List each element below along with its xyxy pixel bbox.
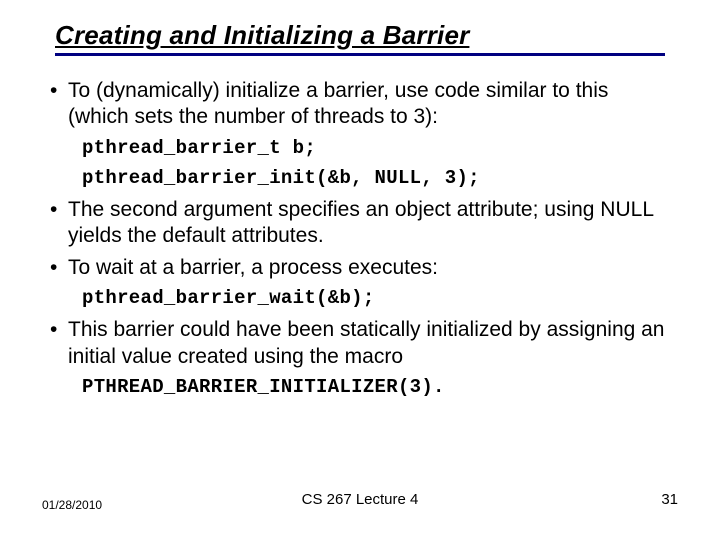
footer-center: CS 267 Lecture 4	[0, 491, 720, 508]
code-line: pthread_barrier_init(&b, NULL, 3);	[82, 167, 670, 189]
title-rule: Creating and Initializing a Barrier	[55, 20, 665, 56]
bullet-dot: •	[50, 255, 68, 281]
code-line: pthread_barrier_wait(&b);	[82, 287, 670, 309]
bullet-text: The second argument specifies an object …	[68, 197, 670, 250]
code-line: PTHREAD_BARRIER_INITIALIZER(3).	[82, 376, 670, 398]
footer-page-number: 31	[661, 491, 678, 508]
bullet-dot: •	[50, 78, 68, 104]
bullet-item: • To wait at a barrier, a process execut…	[50, 255, 670, 281]
bullet-item: • The second argument specifies an objec…	[50, 197, 670, 250]
bullet-item: • To (dynamically) initialize a barrier,…	[50, 78, 670, 131]
slide: Creating and Initializing a Barrier • To…	[0, 0, 720, 540]
bullet-text: To (dynamically) initialize a barrier, u…	[68, 78, 670, 131]
bullet-item: • This barrier could have been staticall…	[50, 317, 670, 370]
code-line: pthread_barrier_t b;	[82, 137, 670, 159]
bullet-text: To wait at a barrier, a process executes…	[68, 255, 670, 281]
bullet-dot: •	[50, 317, 68, 343]
slide-content: • To (dynamically) initialize a barrier,…	[50, 78, 670, 406]
slide-title: Creating and Initializing a Barrier	[55, 20, 665, 53]
bullet-dot: •	[50, 197, 68, 223]
bullet-text: This barrier could have been statically …	[68, 317, 670, 370]
